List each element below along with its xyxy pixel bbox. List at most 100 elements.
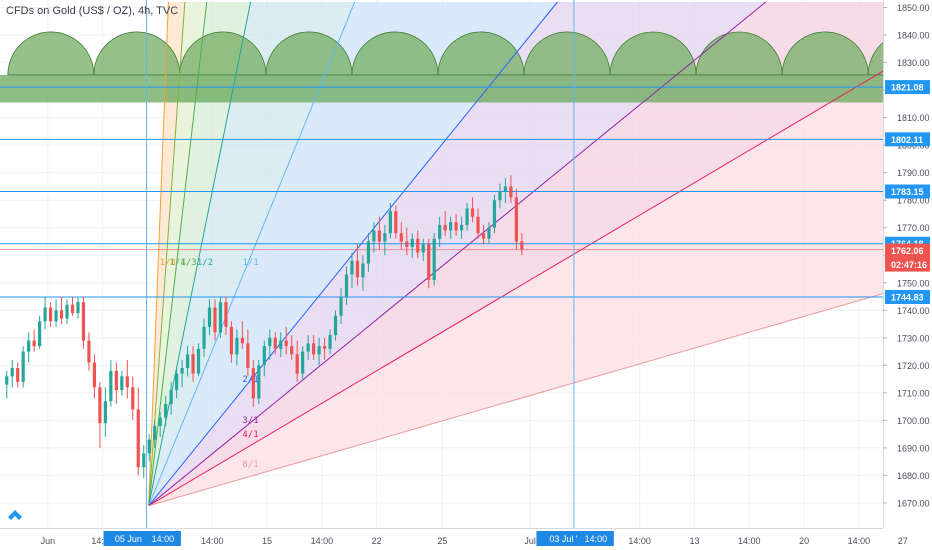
candle-body — [87, 340, 91, 363]
candle — [394, 205, 398, 239]
countdown-badge: 02:47:16 — [885, 257, 930, 272]
candle — [142, 445, 146, 479]
candle-body — [213, 307, 217, 333]
price-badge-label: 02:47:16 — [891, 260, 927, 270]
candle — [328, 329, 332, 355]
date-badge: 14:00 — [144, 531, 181, 546]
candle — [120, 370, 124, 396]
candle — [169, 381, 173, 415]
candle — [125, 359, 129, 399]
candle — [27, 332, 31, 363]
candle-body — [509, 186, 513, 198]
price-badge-background — [885, 184, 930, 199]
candle-body — [185, 354, 190, 369]
price-axis-label: 1810.00 — [897, 113, 930, 123]
candle — [383, 224, 387, 256]
candle — [43, 296, 47, 330]
candle — [224, 296, 228, 336]
candle-body — [350, 260, 354, 275]
price-badge-background — [885, 132, 930, 147]
candle-body — [229, 326, 234, 355]
candle — [136, 387, 140, 476]
gann-fan-label: 3/1 — [242, 416, 258, 426]
semicircle-arc — [781, 31, 869, 76]
candle — [65, 299, 69, 325]
candle-body — [333, 315, 338, 336]
date-badge-label: 14:00 — [585, 534, 608, 544]
semicircle-arc — [93, 31, 181, 76]
candle — [449, 216, 453, 239]
gann-fan-label: 1/8 — [160, 258, 176, 268]
price-axis-label: 1670.00 — [897, 498, 930, 508]
candle-body — [48, 307, 53, 322]
candle — [432, 233, 436, 286]
candle-body — [295, 354, 299, 374]
candle-body — [476, 216, 480, 234]
candle-body — [54, 310, 58, 322]
candle — [498, 183, 502, 209]
candle — [443, 211, 447, 236]
candle-body — [492, 200, 497, 228]
time-axis-label: 13 — [689, 536, 699, 546]
candle-body — [224, 302, 228, 327]
candle — [109, 359, 113, 407]
gann-fan-label: 1/2 — [197, 258, 213, 268]
semicircle-arc — [351, 31, 439, 76]
candle — [10, 359, 14, 388]
candle — [290, 335, 294, 360]
candle-body — [449, 222, 453, 231]
candles — [5, 175, 524, 479]
candle — [344, 266, 349, 305]
date-badge-label: 03 Jul '20 — [549, 534, 587, 544]
candle-body — [251, 368, 255, 399]
candle-body — [114, 370, 118, 391]
time-axis-label: 20 — [799, 536, 809, 546]
semicircle-arc — [695, 31, 783, 76]
candle-body — [377, 230, 381, 242]
candle-body — [355, 260, 360, 278]
candle — [476, 208, 480, 239]
candle — [191, 346, 195, 382]
candle — [295, 340, 299, 382]
date-badge-label: 14:00 — [152, 534, 175, 544]
candle — [503, 178, 508, 203]
candle — [5, 370, 9, 399]
candle — [355, 244, 360, 286]
time-axis-label: 14:00 — [91, 536, 114, 546]
candle-body — [421, 244, 425, 253]
price-axis-label: 1690.00 — [897, 443, 930, 453]
candle-body — [361, 263, 365, 278]
time-axis-label: 25 — [437, 536, 447, 546]
candle-body — [169, 390, 173, 404]
candle — [175, 368, 179, 399]
candle — [454, 213, 458, 236]
candle-body — [322, 346, 327, 349]
price-badge-background — [885, 289, 930, 304]
candle — [114, 362, 118, 404]
candle — [48, 302, 53, 327]
candle-body — [520, 241, 524, 250]
candle-body — [164, 403, 168, 418]
candle-body — [175, 373, 179, 391]
candle-body — [366, 241, 371, 264]
candle — [202, 318, 206, 358]
candle — [218, 296, 223, 338]
gann-fan-label: 2/1 — [242, 375, 258, 385]
candle-body — [443, 224, 447, 231]
current-price-badge: 1762.06 — [885, 243, 930, 258]
price-badge-label: 1762.06 — [891, 246, 924, 256]
candle-body — [218, 302, 223, 333]
candle — [185, 346, 190, 377]
price-level-badge: 1783.15 — [885, 184, 930, 199]
candle — [147, 434, 151, 462]
candle — [153, 420, 157, 448]
candle-body — [344, 274, 349, 297]
candle — [268, 329, 272, 360]
semicircle-cycles — [0, 31, 883, 103]
price-axis-label: 1790.00 — [897, 168, 930, 178]
candle — [301, 346, 305, 380]
candle-body — [65, 304, 69, 319]
price-axis-label: 1700.00 — [897, 416, 930, 426]
candle-body — [131, 387, 135, 410]
